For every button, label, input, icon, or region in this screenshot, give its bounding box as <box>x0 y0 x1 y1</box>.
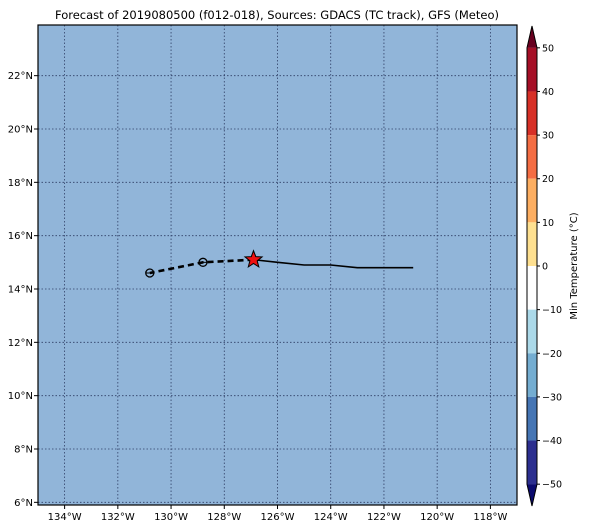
ocean-background <box>38 25 517 505</box>
latitude-tick-label: 8°N <box>14 445 33 456</box>
latitude-tick-label: 12°N <box>8 338 33 349</box>
colorbar-band <box>527 47 537 92</box>
colorbar-label: Min Temperature (°C) <box>569 212 580 319</box>
colorbar-tick-label: 20 <box>542 174 554 185</box>
colorbar-tick-label: −30 <box>542 392 562 403</box>
past-track-line <box>253 258 414 269</box>
colorbar-band <box>527 135 537 179</box>
longitude-tick-label: 124°W <box>314 512 348 523</box>
colorbar-tick-label: −20 <box>542 349 562 360</box>
colorbar-extend-max <box>527 26 537 48</box>
map-area: 134°W 132°W 130°W 128°W 126°W 124°W 122°W 120°W… <box>8 24 518 523</box>
colorbar-tick-label: −10 <box>542 305 562 316</box>
colorbar-band <box>527 266 537 310</box>
latitude-tick-label: 10°N <box>8 391 33 402</box>
colorbar-band <box>527 91 537 136</box>
colorbar-tick-label: 10 <box>542 218 554 229</box>
colorbar-band <box>527 178 537 223</box>
map-title: Forecast of 2019080500 (f012-018), Sourc… <box>55 8 499 22</box>
map-frame <box>37 24 518 506</box>
latitude-tick-label: 18°N <box>8 178 33 189</box>
colorbar-tick-label: 0 <box>542 262 548 273</box>
colorbar-tick-label: −50 <box>542 480 562 491</box>
colorbar-tick-label: 30 <box>542 131 554 142</box>
longitude-tick-label: 130°W <box>154 512 188 523</box>
colorbar-band <box>527 396 537 441</box>
latitude-tick-label: 20°N <box>8 125 33 136</box>
colorbar-band <box>527 222 537 266</box>
colorbar-tick-label: −40 <box>542 436 562 447</box>
latitude-tick-label: 6°N <box>14 498 33 509</box>
colorbar-tick-label: 50 <box>542 43 554 54</box>
colorbar-band <box>527 353 537 397</box>
colorbar-band <box>527 309 537 354</box>
latitude-tick-label: 22°N <box>8 71 33 82</box>
longitude-tick-label: 126°W <box>261 512 295 523</box>
colorbar-band <box>527 440 537 485</box>
latitude-tick-label: 16°N <box>8 231 33 242</box>
current-position-star-icon <box>243 249 264 269</box>
longitude-tick-label: 132°W <box>101 512 135 523</box>
longitude-tick-label: 120°W <box>420 512 454 523</box>
latitude-tick-label: 14°N <box>8 285 33 296</box>
colorbar-extend-min <box>527 484 537 506</box>
longitude-tick-label: 134°W <box>48 512 82 523</box>
colorbar: 50 40 30 20 10 0 −10 −20 −30 −40 −50 <box>526 25 562 507</box>
longitude-tick-label: 118°W <box>473 512 507 523</box>
colorbar-tick-label: 40 <box>542 87 554 98</box>
longitude-tick-label: 128°W <box>207 512 241 523</box>
longitude-tick-label: 122°W <box>367 512 401 523</box>
